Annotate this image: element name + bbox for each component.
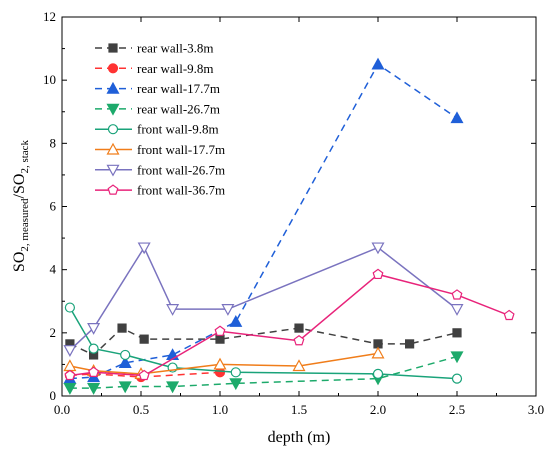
data-point (118, 381, 132, 394)
legend-label: front wall-9.8m (137, 122, 219, 137)
legend-item-5: front wall-17.7m (95, 142, 225, 157)
data-point (138, 369, 150, 381)
legend-item-4: front wall-9.8m (95, 122, 219, 137)
y-tick-label: 10 (43, 72, 56, 87)
data-point (88, 343, 99, 354)
data-point (371, 242, 385, 255)
series-line (69, 273, 510, 377)
legend-marker (106, 142, 120, 155)
series-6 (63, 242, 464, 357)
x-tick-label: 0.5 (133, 402, 149, 417)
data-point (293, 334, 305, 346)
data-point (451, 373, 463, 384)
legend-marker (108, 43, 118, 53)
x-tick-label: 1.0 (212, 402, 228, 417)
legend-label: rear wall-17.7m (137, 81, 220, 96)
legend-item-1: rear wall-9.8m (95, 61, 214, 76)
data-point (118, 356, 132, 368)
series-layer (63, 57, 515, 395)
y-tick-label: 12 (43, 9, 56, 24)
data-point (215, 334, 225, 344)
y-tick-label: 8 (50, 135, 57, 150)
series-7 (64, 268, 515, 381)
legend-label: front wall-17.7m (137, 142, 225, 157)
legend-item-3: rear wall-26.7m (95, 101, 220, 116)
series-line (69, 371, 221, 378)
data-point (292, 359, 306, 372)
data-point (372, 368, 384, 379)
data-point (450, 111, 464, 124)
data-point (63, 345, 77, 357)
legend-label: rear wall-26.7m (137, 101, 220, 116)
x-tick-label: 1.5 (291, 402, 307, 417)
y-axis-label: SO2, measured/SO2, stack (11, 139, 31, 272)
x-tick-label: 0.0 (54, 402, 70, 417)
data-point (452, 328, 462, 338)
legend-marker (107, 124, 119, 135)
data-point (405, 339, 415, 349)
series-2 (63, 57, 464, 384)
data-point (450, 304, 464, 316)
y-tick-label: 2 (50, 325, 57, 340)
series-4 (64, 302, 463, 384)
data-point (230, 367, 241, 378)
legend-label: front wall-26.7m (137, 162, 225, 177)
series-line (69, 327, 458, 356)
x-axis-label: depth (m) (268, 429, 331, 446)
axis-ticks: 0.0 0.5 1.0 1.5 2.0 2.5 3.0 0 2 4 6 8 10 12 (43, 9, 544, 417)
x-tick-label: 2.5 (449, 402, 465, 417)
data-point (451, 289, 463, 300)
data-point (137, 242, 151, 255)
data-point (503, 309, 515, 321)
legend-marker (106, 103, 120, 116)
y-tick-label: 4 (50, 262, 57, 277)
data-point (371, 346, 385, 359)
data-point (372, 268, 384, 280)
data-point (166, 304, 180, 316)
data-point (214, 325, 226, 336)
series-line (69, 245, 458, 351)
data-point (87, 383, 101, 395)
x-tick-label: 3.0 (528, 402, 544, 417)
legend: rear wall-3.8m rear wall-9.8m rear wall-17… (95, 41, 225, 198)
legend-marker (107, 184, 119, 195)
data-point (88, 366, 100, 377)
data-point (166, 381, 180, 394)
data-point (166, 348, 180, 361)
data-point (63, 383, 77, 395)
series-0 (65, 323, 462, 360)
data-point (87, 322, 101, 335)
y-tick-label: 6 (50, 199, 57, 214)
legend-item-6: front wall-26.7m (95, 162, 225, 177)
data-point (117, 323, 127, 333)
data-point (64, 369, 76, 381)
data-point (294, 323, 304, 333)
legend-marker (106, 164, 120, 177)
legend-marker (107, 63, 119, 74)
data-point (139, 334, 149, 344)
data-point (221, 304, 235, 316)
data-point (229, 315, 243, 327)
series-line (69, 307, 458, 380)
data-point (229, 378, 243, 391)
data-point (450, 351, 464, 364)
legend-label: rear wall-3.8m (137, 41, 214, 56)
data-point (120, 349, 131, 361)
data-point (63, 359, 77, 372)
data-point (64, 302, 76, 313)
y-tick-label: 0 (50, 388, 57, 403)
legend-label: front wall-36.7m (137, 183, 225, 198)
x-tick-label: 2.0 (370, 402, 386, 417)
data-point (371, 57, 385, 70)
legend-item-7: front wall-36.7m (95, 183, 225, 198)
legend-item-0: rear wall-3.8m (95, 41, 214, 56)
legend-item-2: rear wall-17.7m (95, 81, 220, 96)
legend-label: rear wall-9.8m (137, 61, 214, 76)
series-3 (63, 351, 464, 395)
data-point (213, 357, 227, 370)
legend-marker (106, 81, 120, 94)
